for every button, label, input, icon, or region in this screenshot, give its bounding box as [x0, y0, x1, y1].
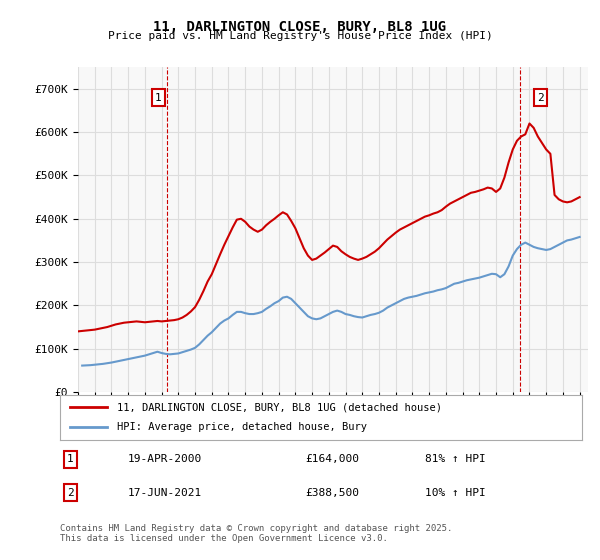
Text: 1: 1 [155, 92, 161, 102]
Text: £164,000: £164,000 [305, 454, 359, 464]
Text: 10% ↑ HPI: 10% ↑ HPI [425, 488, 486, 498]
Text: Contains HM Land Registry data © Crown copyright and database right 2025.
This d: Contains HM Land Registry data © Crown c… [60, 524, 452, 543]
Text: 11, DARLINGTON CLOSE, BURY, BL8 1UG: 11, DARLINGTON CLOSE, BURY, BL8 1UG [154, 20, 446, 34]
Text: 19-APR-2000: 19-APR-2000 [128, 454, 202, 464]
Text: £388,500: £388,500 [305, 488, 359, 498]
Text: 2: 2 [537, 92, 544, 102]
Text: 11, DARLINGTON CLOSE, BURY, BL8 1UG (detached house): 11, DARLINGTON CLOSE, BURY, BL8 1UG (det… [118, 402, 442, 412]
Text: 2: 2 [67, 488, 74, 498]
Text: 1: 1 [67, 454, 74, 464]
Text: 81% ↑ HPI: 81% ↑ HPI [425, 454, 486, 464]
Text: 17-JUN-2021: 17-JUN-2021 [128, 488, 202, 498]
Text: HPI: Average price, detached house, Bury: HPI: Average price, detached house, Bury [118, 422, 367, 432]
Text: Price paid vs. HM Land Registry's House Price Index (HPI): Price paid vs. HM Land Registry's House … [107, 31, 493, 41]
